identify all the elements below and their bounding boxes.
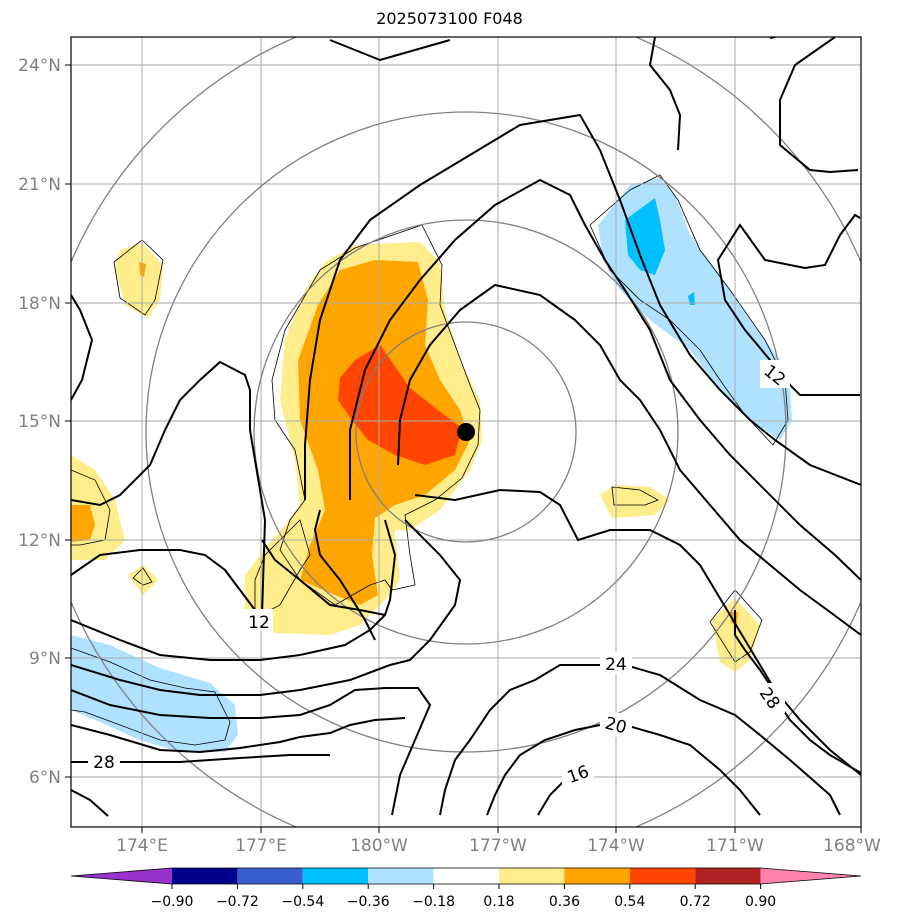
thick-contours [71,37,861,817]
colorbar-extend-low [71,868,172,884]
colorbar-tick-3: −0.54 [281,894,324,910]
contour-labels: 12 12 28 24 20 16 28 [88,360,790,788]
lon-label-177e: 177°E [235,836,287,856]
colorbar-segment-8 [629,868,696,884]
range-rings [71,37,861,827]
latitude-labels: 24°N 21°N 18°N 15°N 12°N 9°N 6°N [18,56,61,788]
lon-label-168w: 168°W [823,836,881,856]
colorbar: −0.90 −0.72 −0.54 −0.36 −0.18 0.18 0.36 … [70,867,862,910]
axis-ticks [65,64,862,833]
colorbar-segment-5 [433,868,499,884]
shaded-field [71,178,792,752]
colorbar-tick-5: −0.18 [412,894,455,910]
lon-label-177w: 177°W [469,836,527,856]
contour-label-28-west: 28 [93,753,115,773]
contour-label-24: 24 [605,655,627,675]
lat-label-24n: 24°N [18,56,61,76]
colorbar-segment-3 [302,868,369,884]
lon-label-174w: 174°W [587,836,645,856]
colorbar-segment-4 [368,868,434,884]
map-frame [70,36,862,828]
lat-label-9n: 9°N [29,649,61,669]
shaded-outlines [71,174,789,746]
lon-label-174e: 174°E [116,836,168,856]
colorbar-tick-2: −0.72 [216,894,259,910]
lat-label-15n: 15°N [18,412,61,432]
colorbar-segment-1 [172,868,238,884]
colorbar-segment-7 [564,868,630,884]
colorbar-extend-high [760,868,861,884]
lon-label-180w: 180°W [350,836,408,856]
lat-label-21n: 21°N [18,175,61,195]
colorbar-tick-7: 0.36 [549,894,580,910]
colorbar-tick-8: 0.54 [614,894,645,910]
map-plot-area [71,37,861,827]
contour-label-12-west: 12 [248,613,270,633]
lat-label-12n: 12°N [18,531,61,551]
lat-label-18n: 18°N [18,294,61,314]
lon-label-171w: 171°W [706,836,764,856]
lat-label-6n: 6°N [29,768,61,788]
colorbar-tick-4: −0.36 [347,894,390,910]
map-gridlines [71,37,861,827]
colorbar-tick-10: 0.90 [745,894,776,910]
colorbar-segment-6 [499,868,565,884]
map-title: 2025073100 F048 [376,9,523,28]
longitude-labels: 174°E 177°E 180°W 177°W 174°W 171°W 168°… [116,836,881,856]
colorbar-tick-9: 0.72 [680,894,711,910]
colorbar-segment-9 [695,868,761,884]
storm-center-dot [457,423,475,441]
colorbar-tick-6: 0.18 [483,894,514,910]
colorbar-tick-1: −0.90 [151,894,194,910]
colorbar-segment-2 [237,868,303,884]
